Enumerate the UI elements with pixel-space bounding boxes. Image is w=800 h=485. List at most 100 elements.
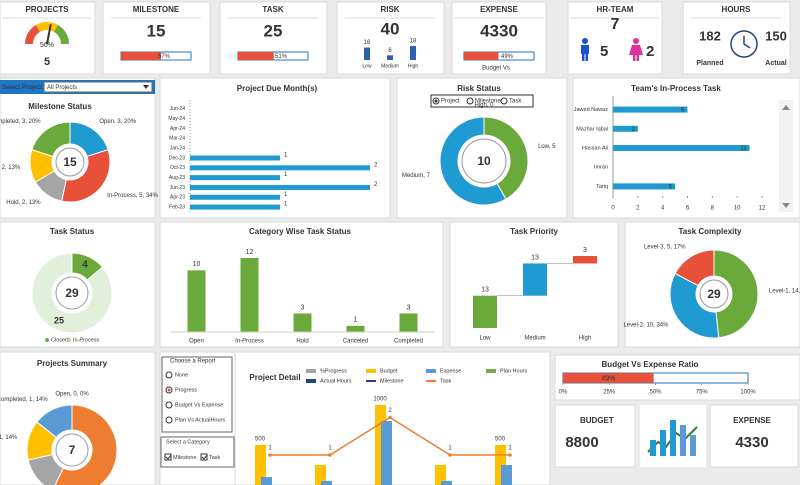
data-label: High, 0 — [474, 103, 494, 109]
legend-label: Expense — [440, 368, 461, 374]
data-label: 3 — [407, 304, 411, 311]
radio[interactable] — [466, 97, 474, 105]
card — [554, 404, 636, 468]
data-label: 2 — [631, 127, 635, 133]
bar — [613, 183, 676, 190]
check — [201, 454, 208, 460]
data-label: Open, 3, 20% — [99, 119, 136, 125]
legend-swatch — [306, 379, 316, 383]
card-title: TASK — [262, 5, 283, 14]
panel — [159, 351, 236, 485]
female-count: 2 — [646, 43, 654, 60]
x-tick-label: High — [579, 336, 591, 342]
bar — [473, 295, 497, 328]
radio[interactable] — [165, 401, 173, 409]
data-label: Hold, 2, 13% — [6, 200, 41, 206]
card-value: 25 — [264, 21, 283, 40]
bar — [293, 313, 312, 332]
progress-label: 57% — [158, 54, 171, 60]
data-label: Level-3, 5, 17% — [644, 244, 686, 250]
selector-label: Select Project: — [2, 84, 44, 91]
bar — [190, 175, 280, 181]
data-label: 1 — [284, 153, 288, 159]
y-tick-label: Mar-24 — [169, 136, 185, 142]
center-total: 29 — [65, 286, 79, 300]
bar — [255, 445, 266, 485]
data-label: 1 — [284, 202, 288, 208]
y-tick-label: Apr-24 — [170, 126, 185, 132]
checkbox[interactable] — [164, 453, 172, 461]
data-label: Level-2, 10, 34% — [623, 322, 669, 328]
caption: Actual — [765, 60, 786, 67]
checkbox-label: Milestone — [173, 455, 197, 461]
chart-title: Milestone Status — [28, 102, 92, 111]
card-title: HOURS — [722, 5, 752, 14]
caption: Planned — [696, 60, 723, 67]
legend-label: Task — [440, 378, 452, 384]
checkbox[interactable] — [200, 453, 208, 461]
bar — [387, 55, 393, 60]
group-title: Select a Category — [166, 439, 210, 445]
scrollbar[interactable] — [779, 100, 793, 212]
center-circle — [461, 138, 507, 184]
card-value: 4330 — [735, 434, 768, 451]
point — [268, 453, 272, 457]
value-label: 16 — [364, 40, 371, 46]
pie-slice — [54, 404, 118, 485]
y-tick-label: Imran — [594, 165, 608, 171]
y-tick-label: Feb-23 — [169, 204, 185, 210]
chart-title: Category Wise Task Status — [249, 227, 352, 236]
x-tick-label: 0% — [559, 390, 568, 396]
data-label: 2 — [388, 408, 392, 414]
card-value: 8800 — [565, 434, 598, 451]
legend-swatch — [67, 338, 71, 342]
x-tick-label: In-Process — [235, 339, 264, 345]
card — [219, 1, 328, 75]
x-tick-label: 6 — [686, 206, 690, 212]
center-circle — [699, 279, 729, 309]
bar — [613, 106, 688, 113]
category-label: Low — [362, 63, 372, 69]
data-label: Completed, 3, 20% — [0, 119, 41, 125]
card — [451, 1, 547, 75]
bar — [346, 325, 365, 332]
data-label: 10 — [193, 261, 201, 268]
radio[interactable] — [165, 371, 173, 379]
card-title: PROJECTS — [25, 5, 69, 14]
radio[interactable] — [500, 97, 508, 105]
data-label: 12 — [246, 249, 254, 256]
x-tick-label: 0 — [611, 206, 615, 212]
bar — [315, 465, 326, 485]
legend-swatch — [366, 369, 376, 373]
data-label: 500 — [495, 437, 506, 443]
center-total: 7 — [69, 443, 76, 457]
bar — [240, 258, 259, 332]
data-label: 1 — [508, 446, 512, 452]
bar — [381, 421, 392, 485]
legend-swatch — [306, 369, 316, 373]
x-tick-label: 75% — [696, 390, 709, 396]
dropdown-arrow[interactable] — [143, 85, 149, 89]
y-tick-label: Jan-24 — [170, 146, 186, 152]
bar — [495, 445, 506, 485]
bar — [190, 155, 280, 161]
center-total: 10 — [477, 154, 491, 168]
male-icon — [581, 38, 589, 61]
filter-box — [430, 94, 534, 108]
data-label: 1000 — [373, 397, 387, 403]
center-circle — [55, 147, 85, 177]
panel — [159, 77, 391, 219]
radio-dot — [434, 99, 438, 103]
data-label: 1 — [328, 446, 332, 452]
pie-slice — [36, 404, 73, 439]
center-circle — [55, 276, 89, 310]
radio[interactable] — [165, 416, 173, 424]
gauge-needle — [46, 24, 52, 45]
legend-label: Actual Hours — [320, 378, 352, 384]
point — [328, 453, 332, 457]
y-tick-label: Jun-24 — [170, 106, 186, 112]
x-tick-label: 50% — [649, 390, 662, 396]
bar — [435, 465, 446, 485]
dropdown[interactable] — [43, 81, 153, 93]
card-value: 4330 — [480, 21, 518, 40]
